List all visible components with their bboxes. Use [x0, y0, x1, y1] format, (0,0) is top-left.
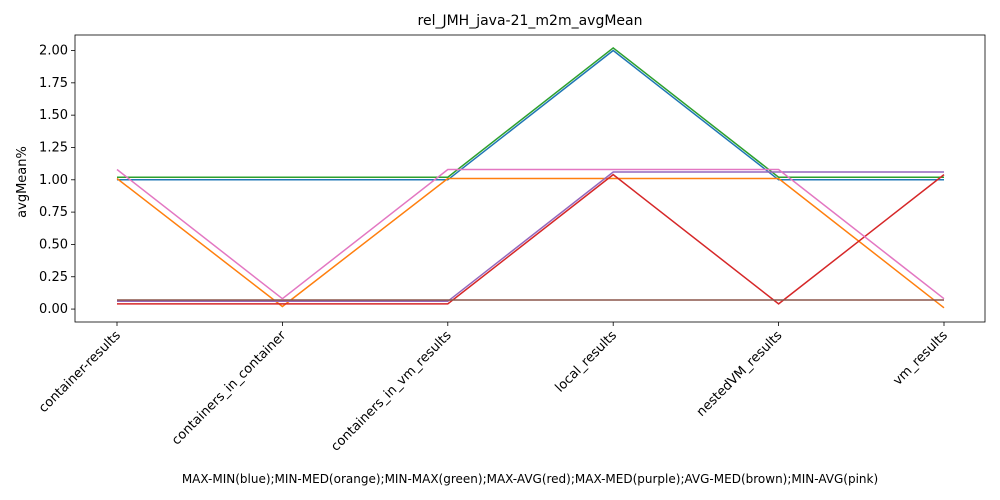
- series-layer: [116, 46, 945, 309]
- series-line-2: [117, 46, 944, 178]
- x-tick-label: container-results: [36, 328, 124, 416]
- x-tick-label: vm_results: [890, 328, 951, 389]
- y-tick-label: 1.25: [39, 140, 68, 155]
- x-tick-label: containers_in_container: [169, 328, 290, 449]
- series-line-4: [117, 171, 944, 303]
- x-tick-label: containers_in_vm_results: [328, 328, 454, 454]
- y-tick-label: 1.75: [39, 76, 68, 91]
- series-line-0: [117, 49, 944, 181]
- series-line-1: [116, 177, 945, 309]
- y-axis-label: avgMean%: [15, 146, 30, 218]
- series-line-3: [117, 173, 945, 305]
- plot-frame: [74, 34, 986, 323]
- chart-title: rel_JMH_java-21_m2m_avgMean: [418, 13, 643, 29]
- y-tick-label: 0.75: [39, 205, 68, 220]
- plot-area: 0.00 0.25 0.50 0.75 1.00 1.25 1.50 1.75 2.00 con…: [36, 34, 986, 455]
- y-axis-ticks: 0.00 0.25 0.50 0.75 1.00 1.25 1.50 1.75 2.00: [39, 44, 75, 317]
- y-tick-label: 1.50: [39, 108, 68, 123]
- x-tick-label: nestedVM_results: [694, 328, 786, 420]
- x-axis-ticks: container-results containers_in_container…: [36, 322, 951, 455]
- y-tick-label: 1.00: [39, 173, 68, 188]
- y-tick-label: 2.00: [39, 44, 68, 59]
- x-axis-label: MAX-MIN(blue);MIN-MED(orange);MIN-MAX(gr…: [182, 472, 878, 486]
- x-tick-label: local_results: [553, 328, 621, 396]
- y-tick-label: 0.25: [39, 270, 68, 285]
- y-tick-label: 0.00: [39, 302, 68, 317]
- series-line-6: [116, 168, 945, 300]
- y-tick-label: 0.50: [39, 237, 68, 252]
